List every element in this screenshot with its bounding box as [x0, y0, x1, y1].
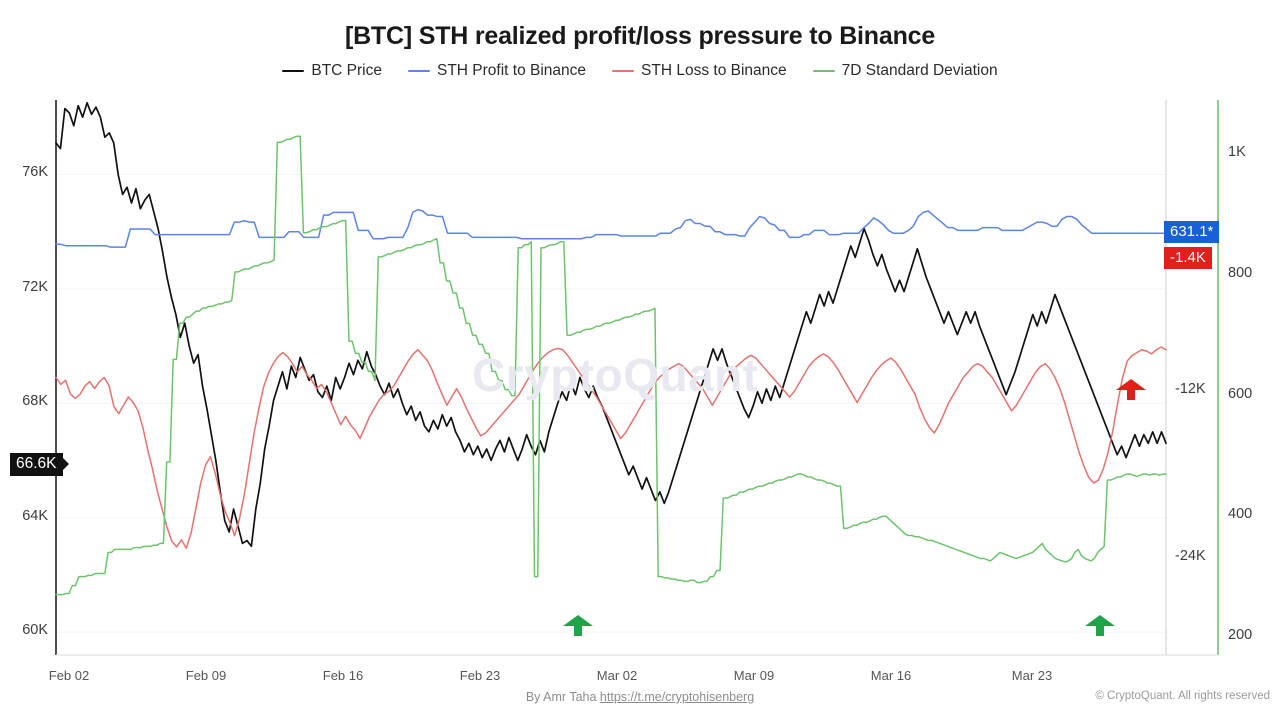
x-tick-0: Feb 02 [48, 668, 90, 683]
legend-label-btc-price: BTC Price [311, 62, 382, 79]
legend-label-7d-stddev: 7D Standard Deviation [841, 62, 998, 79]
y-tick-mid-0: -12K [1175, 381, 1206, 398]
y-tick-mid-1: -24K [1175, 547, 1206, 564]
legend-item-7d-stddev[interactable]: 7D Standard Deviation [812, 62, 998, 80]
cryptoquant-watermark: CryptoQuant [472, 349, 759, 401]
x-tick-5: Mar 09 [733, 668, 775, 683]
x-tick-4: Mar 02 [596, 668, 638, 683]
y-tick-left-0: 76K [22, 164, 48, 181]
y-tick-right-1: 800 [1228, 264, 1253, 281]
x-tick-3: Feb 23 [459, 668, 501, 683]
telegram-link[interactable]: https://t.me/cryptohisenberg [599, 690, 755, 704]
legend-swatch-sth-loss [612, 69, 635, 73]
legend-item-sth-loss[interactable]: STH Loss to Binance [612, 62, 787, 80]
y-tick-right-0: 1K [1228, 144, 1246, 161]
x-tick-7: Mar 23 [1011, 668, 1053, 683]
legend-swatch-sth-profit [408, 69, 430, 73]
legend-swatch-7d-stddev [812, 69, 835, 73]
footer-rights: © CryptoQuant. All rights reserved [1095, 690, 1270, 702]
footer-author: By Amr Taha [525, 690, 600, 704]
y-tick-left-3: 64K [22, 507, 48, 524]
x-tick-6: Mar 16 [870, 668, 912, 683]
y-tick-left-1: 72K [22, 278, 48, 295]
price-value-badge: 66.6K [10, 453, 63, 476]
profit-value-badge: 631.1* [1164, 221, 1220, 244]
loss-value-badge: -1.4K [1164, 247, 1212, 270]
y-tick-right-3: 400 [1228, 506, 1253, 523]
y-tick-right-4: 200 [1228, 626, 1253, 643]
legend-label-sth-profit: STH Profit to Binance [437, 62, 587, 79]
x-tick-2: Feb 16 [322, 668, 364, 683]
y-tick-left-2: 68K [22, 393, 48, 410]
x-tick-1: Feb 09 [185, 668, 227, 683]
y-tick-left-4: 60K [22, 622, 48, 639]
legend-item-sth-profit[interactable]: STH Profit to Binance [408, 62, 586, 80]
legend-swatch-btc-price [282, 69, 305, 73]
y-tick-right-2: 600 [1228, 385, 1253, 402]
legend-item-btc-price[interactable]: BTC Price [282, 62, 382, 80]
chart-legend: BTC Price STH Profit to Binance STH Loss… [0, 62, 1280, 80]
footer-credit: By Amr Taha https://t.me/cryptohisenberg [0, 690, 1280, 704]
page-title: [BTC] STH realized profit/loss pressure … [344, 22, 936, 50]
legend-label-sth-loss: STH Loss to Binance [641, 62, 787, 79]
footer: By Amr Taha https://t.me/cryptohisenberg… [0, 690, 1280, 712]
